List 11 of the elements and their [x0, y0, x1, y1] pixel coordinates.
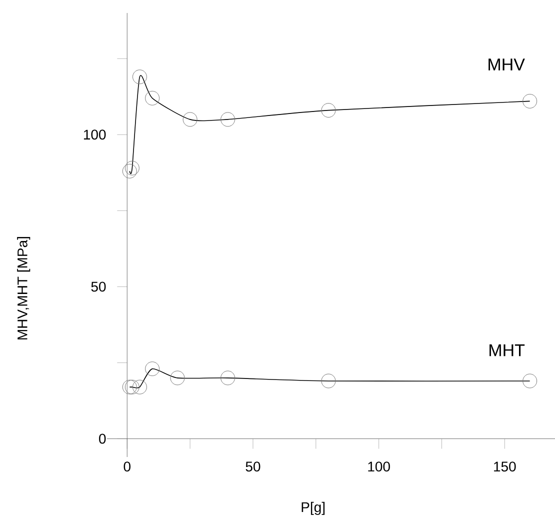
x-tick-label: 150 [494, 462, 516, 472]
y-tick-label: 0 [99, 434, 106, 444]
y-axis-title: MHV,MHT [MPa] [17, 237, 30, 340]
y-tick-label: 100 [84, 130, 106, 140]
series-label: MHV [488, 58, 525, 70]
x-tick-label: 50 [246, 462, 260, 472]
x-tick-label: 0 [124, 462, 130, 472]
x-tick-label: 100 [368, 462, 390, 472]
x-axis-title: P[g] [302, 502, 325, 515]
y-tick-label: 50 [91, 282, 106, 292]
series-label: MHT [490, 344, 525, 356]
